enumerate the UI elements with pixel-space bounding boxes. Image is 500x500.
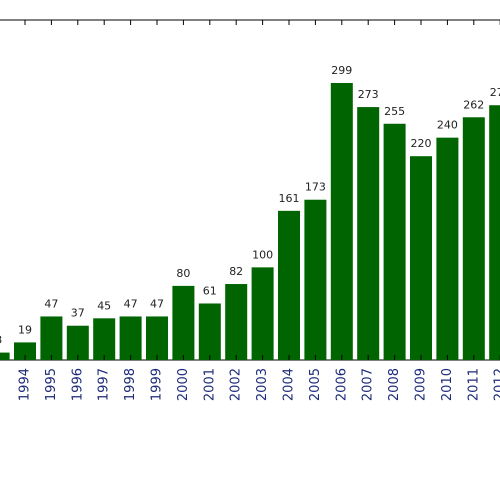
value-label: 220: [411, 137, 432, 150]
bar: [410, 156, 432, 360]
value-label: 82: [229, 265, 243, 278]
bar: [278, 210, 300, 360]
value-label: 299: [331, 64, 352, 77]
value-label: 240: [437, 119, 458, 132]
value-label: 100: [252, 248, 273, 261]
bar: [93, 318, 116, 360]
value-label: 47: [124, 297, 138, 310]
bar: [119, 316, 142, 360]
x-tick-label: 2002: [229, 368, 244, 401]
bar: [198, 303, 221, 360]
bar: [383, 123, 406, 360]
x-tick-label: 1996: [70, 368, 85, 401]
x-tick-label: 1997: [97, 368, 112, 401]
bar: [489, 105, 500, 361]
bar: [146, 316, 168, 360]
value-label: 37: [71, 307, 85, 320]
value-label: 45: [97, 299, 111, 312]
value-label: 262: [463, 98, 484, 111]
x-tick-label: 2003: [255, 368, 270, 401]
bar: [14, 342, 36, 360]
value-label: 61: [203, 284, 217, 297]
bar: [330, 82, 353, 360]
bar: [304, 199, 327, 360]
value-label: 47: [150, 297, 164, 310]
x-tick-label: 2006: [334, 368, 349, 401]
bar: [251, 267, 274, 360]
x-tick-label: 2005: [308, 368, 323, 401]
value-label: 173: [305, 181, 326, 194]
x-tick-label: 2012: [493, 368, 500, 401]
x-tick-label: 2008: [387, 368, 402, 401]
bar: [40, 316, 63, 360]
x-tick-label: 2001: [202, 368, 217, 401]
bar: [172, 285, 195, 360]
bar: [225, 284, 248, 360]
value-label: 8: [0, 334, 2, 347]
value-label: 161: [279, 192, 300, 205]
value-label: 273: [358, 88, 379, 101]
x-tick-label: 2011: [466, 368, 481, 401]
x-tick-label: 1994: [18, 368, 33, 401]
bar: [66, 325, 89, 360]
bar: [436, 137, 459, 360]
x-tick-label: 2007: [361, 368, 376, 401]
bar: [357, 107, 380, 360]
value-label: 80: [176, 267, 190, 280]
x-tick-label: 2010: [440, 368, 455, 401]
value-label: 255: [384, 105, 405, 118]
bar: [0, 352, 10, 360]
x-tick-label: 2004: [282, 368, 297, 401]
value-label: 275: [490, 86, 500, 99]
bar: [462, 117, 485, 360]
x-tick-label: 1995: [44, 368, 59, 401]
x-tick-label: 2009: [414, 368, 429, 401]
value-label: 47: [44, 297, 58, 310]
x-tick-label: 1999: [150, 368, 165, 401]
x-tick-label: 2000: [176, 368, 191, 401]
value-label: 19: [18, 323, 32, 336]
x-tick-label: 1998: [123, 368, 138, 401]
